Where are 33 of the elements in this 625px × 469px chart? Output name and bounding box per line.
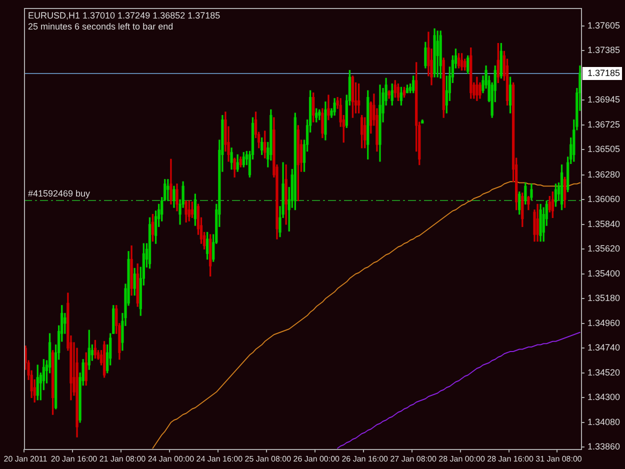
y-tick-label: 1.36945 — [587, 94, 620, 105]
y-tick-label: 1.36280 — [587, 169, 620, 180]
y-tick-label: 1.34740 — [587, 342, 620, 353]
y-tick-label: 1.35840 — [587, 218, 620, 229]
x-tick-label: 27 Jan 08:00 — [390, 454, 437, 464]
x-tick-label: 28 Jan 00:00 — [438, 454, 486, 464]
y-tick-label: 1.35180 — [587, 293, 620, 304]
y-tick-label: 1.37385 — [587, 45, 620, 56]
y-tick-label: 1.33860 — [587, 442, 620, 452]
x-tick-label: 31 Jan 08:00 — [536, 454, 582, 464]
y-tick-label: 1.35400 — [587, 268, 620, 278]
annotation: 25 minutes 6 seconds left to bar end — [28, 21, 174, 32]
y-tick-label: 1.35620 — [587, 244, 620, 254]
x-tick-label: 21 Jan 08:00 — [99, 454, 146, 464]
y-tick-label: 1.36725 — [587, 119, 620, 130]
x-tick-label: 26 Jan 16:00 — [342, 454, 389, 464]
x-tick-label: 20 Jan 2011 — [4, 454, 48, 464]
x-tick-label: 20 Jan 16:00 — [50, 454, 98, 464]
y-tick-label: 1.37605 — [587, 20, 620, 30]
ref-line-label: #41592469 buy — [28, 188, 91, 198]
y-tick-label: 1.36505 — [587, 144, 620, 154]
y-tick-label: 1.34080 — [587, 416, 620, 427]
x-tick-label: 24 Jan 00:00 — [148, 454, 195, 464]
x-tick-label: 26 Jan 00:00 — [293, 454, 340, 464]
x-tick-label: 25 Jan 08:00 — [244, 454, 292, 464]
x-tick-label: 24 Jan 16:00 — [196, 454, 244, 464]
x-tick-label: 28 Jan 16:00 — [487, 454, 534, 464]
ref-line-label: 1.37185 — [587, 68, 620, 78]
y-tick-label: 1.34300 — [587, 392, 620, 402]
y-tick-label: 1.36060 — [587, 194, 620, 204]
chart-title: EURUSD,H1 1.37010 1.37249 1.36852 1.37185 — [28, 10, 220, 20]
y-tick-label: 1.34520 — [587, 367, 620, 378]
y-tick-label: 1.34960 — [587, 318, 620, 328]
